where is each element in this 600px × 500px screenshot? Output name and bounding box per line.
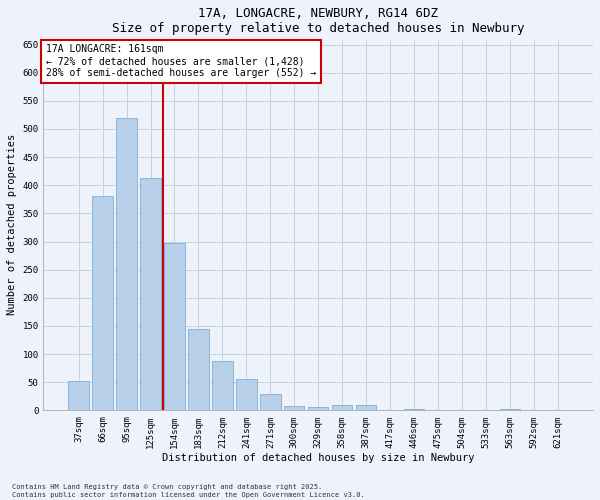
Bar [332,405,352,410]
Bar [164,243,185,410]
Text: 17A LONGACRE: 161sqm
← 72% of detached houses are smaller (1,428)
28% of semi-de: 17A LONGACRE: 161sqm ← 72% of detached h… [46,44,316,78]
Bar [212,362,233,410]
Bar [260,394,281,410]
Bar [308,407,328,410]
Bar [236,380,257,410]
Title: 17A, LONGACRE, NEWBURY, RG14 6DZ
Size of property relative to detached houses in: 17A, LONGACRE, NEWBURY, RG14 6DZ Size of… [112,7,524,35]
Bar [92,196,113,410]
Bar [116,118,137,410]
Bar [284,406,304,410]
Bar [140,178,161,410]
X-axis label: Distribution of detached houses by size in Newbury: Distribution of detached houses by size … [162,453,475,463]
Bar [188,329,209,410]
Bar [356,405,376,410]
Text: Contains HM Land Registry data © Crown copyright and database right 2025.
Contai: Contains HM Land Registry data © Crown c… [12,484,365,498]
Bar [68,381,89,410]
Bar [500,408,520,410]
Y-axis label: Number of detached properties: Number of detached properties [7,134,17,316]
Bar [404,408,424,410]
